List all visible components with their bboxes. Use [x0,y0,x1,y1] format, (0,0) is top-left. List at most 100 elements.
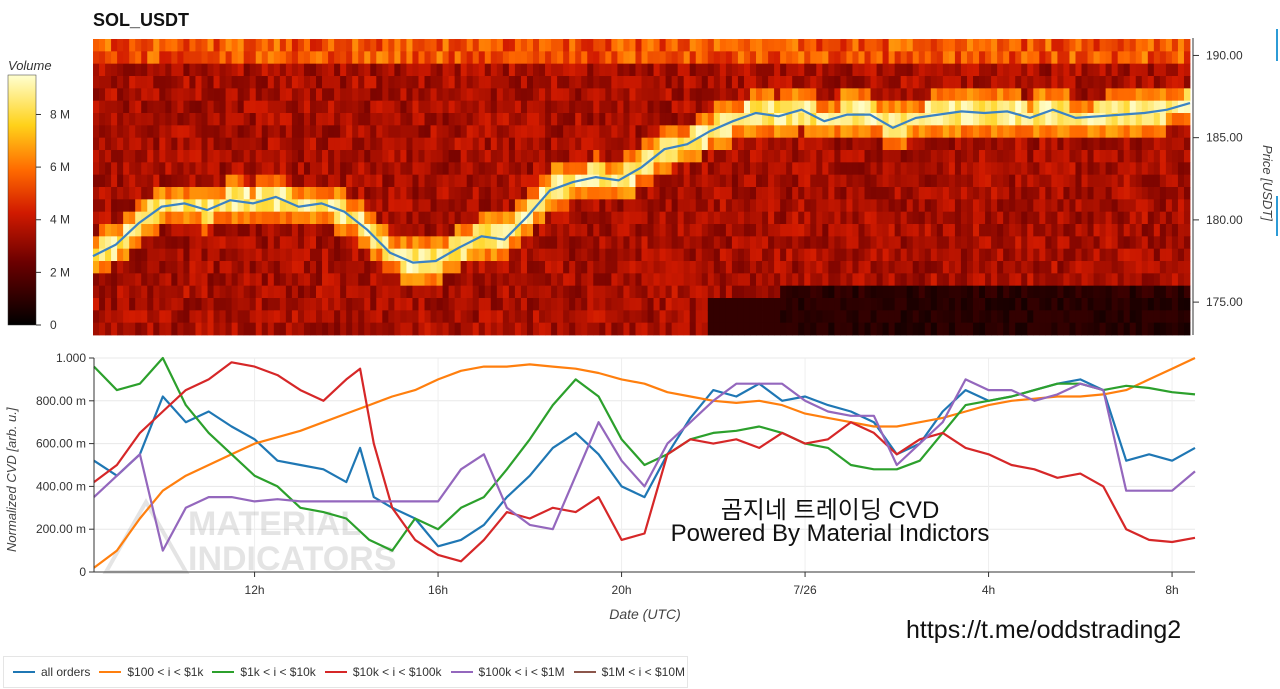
heatmap-cell [1093,199,1100,213]
heatmap-cell [671,224,679,237]
heatmap-cell [382,39,389,52]
heatmap-cell [659,51,667,65]
heatmap-cell [526,310,534,324]
heatmap-cell [768,162,775,176]
heatmap-cell [599,273,606,287]
heatmap-cell [731,310,739,324]
heatmap-cell [400,100,407,114]
heatmap-cell [520,248,528,262]
heatmap-cell [882,100,890,114]
heatmap-cell [1069,100,1076,114]
heatmap-cell [918,273,926,287]
heatmap-cell [876,298,883,311]
heatmap-cell [623,125,630,139]
heatmap-cell [1141,125,1149,139]
heatmap-cell [1069,51,1076,65]
heatmap-cell [659,261,667,274]
heatmap-cell [484,162,492,176]
heatmap-cell [912,187,920,200]
heatmap-cell [930,236,938,250]
heatmap-cell [1051,298,1058,311]
heatmap-cell [1015,187,1022,200]
heatmap-cell [1045,150,1052,163]
heatmap-cell [520,113,528,126]
heatmap-cell [575,211,582,225]
heatmap-cell [870,100,877,114]
heatmap-cell [1003,236,1010,250]
legend-item-10k-100k[interactable]: $10k < i < $100k [324,665,442,679]
heatmap-cell [623,224,630,237]
heatmap-cell [719,187,727,200]
heatmap-cell [213,273,220,287]
heatmap-cell [707,199,715,213]
heatmap-cell [111,273,118,287]
telegram-link[interactable]: https://t.me/oddstrading2 [906,616,1182,644]
heatmap-cell [406,211,413,225]
heatmap-cell [526,113,534,126]
heatmap-cell [725,39,733,52]
heatmap-cell [466,162,474,176]
heatmap-cell [1147,76,1155,89]
heatmap-cell [424,211,431,225]
heatmap-cell [237,248,245,262]
heatmap-cell [1159,187,1167,200]
heatmap-cell [93,310,100,324]
heatmap-cell [508,310,516,324]
heatmap-cell [840,199,847,213]
heatmap-cell [906,187,914,200]
heatmap-cell [647,113,654,126]
heatmap-cell [508,51,516,65]
heatmap-cell [309,125,317,139]
legend-item-all-orders[interactable]: all orders [13,665,90,679]
heatmap-cell [985,211,992,225]
heatmap-cell [123,51,130,65]
heatmap-cell [129,100,136,114]
legend-item-100k-1m[interactable]: $100k < i < $1M [450,665,565,679]
heatmap-cell [1051,76,1058,89]
heatmap-cell [334,113,341,126]
heatmap-cell [105,187,112,200]
heatmap-cell [334,322,341,336]
heatmap-cell [1159,248,1167,262]
heatmap-cell [840,273,847,287]
heatmap-cell [635,199,642,213]
heatmap-cell [502,285,510,299]
heatmap-cell [545,150,552,163]
heatmap-cell [231,248,239,262]
heatmap-cell [207,187,214,200]
heatmap-cell [297,273,305,287]
heatmap-cell [165,310,172,324]
legend-item-1k-10k[interactable]: $1k < i < $10k [212,665,316,679]
heatmap-cell [171,76,178,89]
heatmap-cell [948,224,956,237]
watermark: MATERIAL INDICATORS [102,497,396,578]
heatmap-cell [430,162,437,176]
legend-item-100-1k[interactable]: $100 < i < $1k [99,665,203,679]
heatmap-cell [1081,298,1088,311]
heatmap-cell [557,285,564,299]
heatmap-cell [249,236,257,250]
heatmap-cell [834,199,841,213]
heatmap-cell [117,248,124,262]
heatmap-cell [436,137,443,151]
heatmap-cell [147,199,154,213]
heatmap-cell [623,248,630,262]
heatmap-cell [918,113,926,126]
heatmap-cell [1177,39,1185,52]
legend-item-1m-10m[interactable]: $1M < i < $10M [573,665,685,679]
heatmap-cell [659,88,667,102]
heatmap-cell [1123,39,1131,52]
heatmap-cell [472,322,480,336]
heatmap-cell [1081,236,1088,250]
heatmap-cell [189,261,196,274]
heatmap-cell [201,150,208,163]
heatmap-cell [936,248,944,262]
heatmap-cell [165,162,172,176]
heatmap-cell [448,322,456,336]
heatmap-cell [219,322,227,336]
heatmap-cell [285,88,293,102]
heatmap-cell [165,322,172,336]
heatmap-cell [551,310,558,324]
heatmap-cell [1069,174,1076,188]
heatmap-cell [942,63,950,77]
